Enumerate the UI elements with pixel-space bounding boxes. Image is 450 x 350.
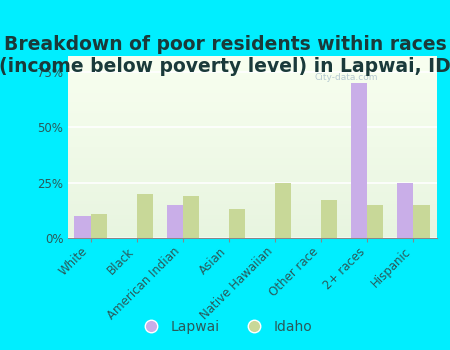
Bar [367, 205, 383, 238]
Bar [74, 216, 90, 238]
Bar [183, 196, 199, 238]
Bar [137, 194, 153, 238]
Bar [275, 182, 291, 238]
Text: Breakdown of poor residents within races
(income below poverty level) in Lapwai,: Breakdown of poor residents within races… [0, 35, 450, 76]
Bar [351, 83, 367, 238]
Bar [414, 205, 430, 238]
Legend: Lapwai, Idaho: Lapwai, Idaho [132, 314, 318, 340]
Text: City-data.com: City-data.com [315, 74, 378, 82]
Bar [166, 205, 183, 238]
Bar [397, 182, 414, 238]
Bar [229, 209, 245, 238]
Bar [321, 200, 338, 238]
Bar [90, 214, 107, 238]
